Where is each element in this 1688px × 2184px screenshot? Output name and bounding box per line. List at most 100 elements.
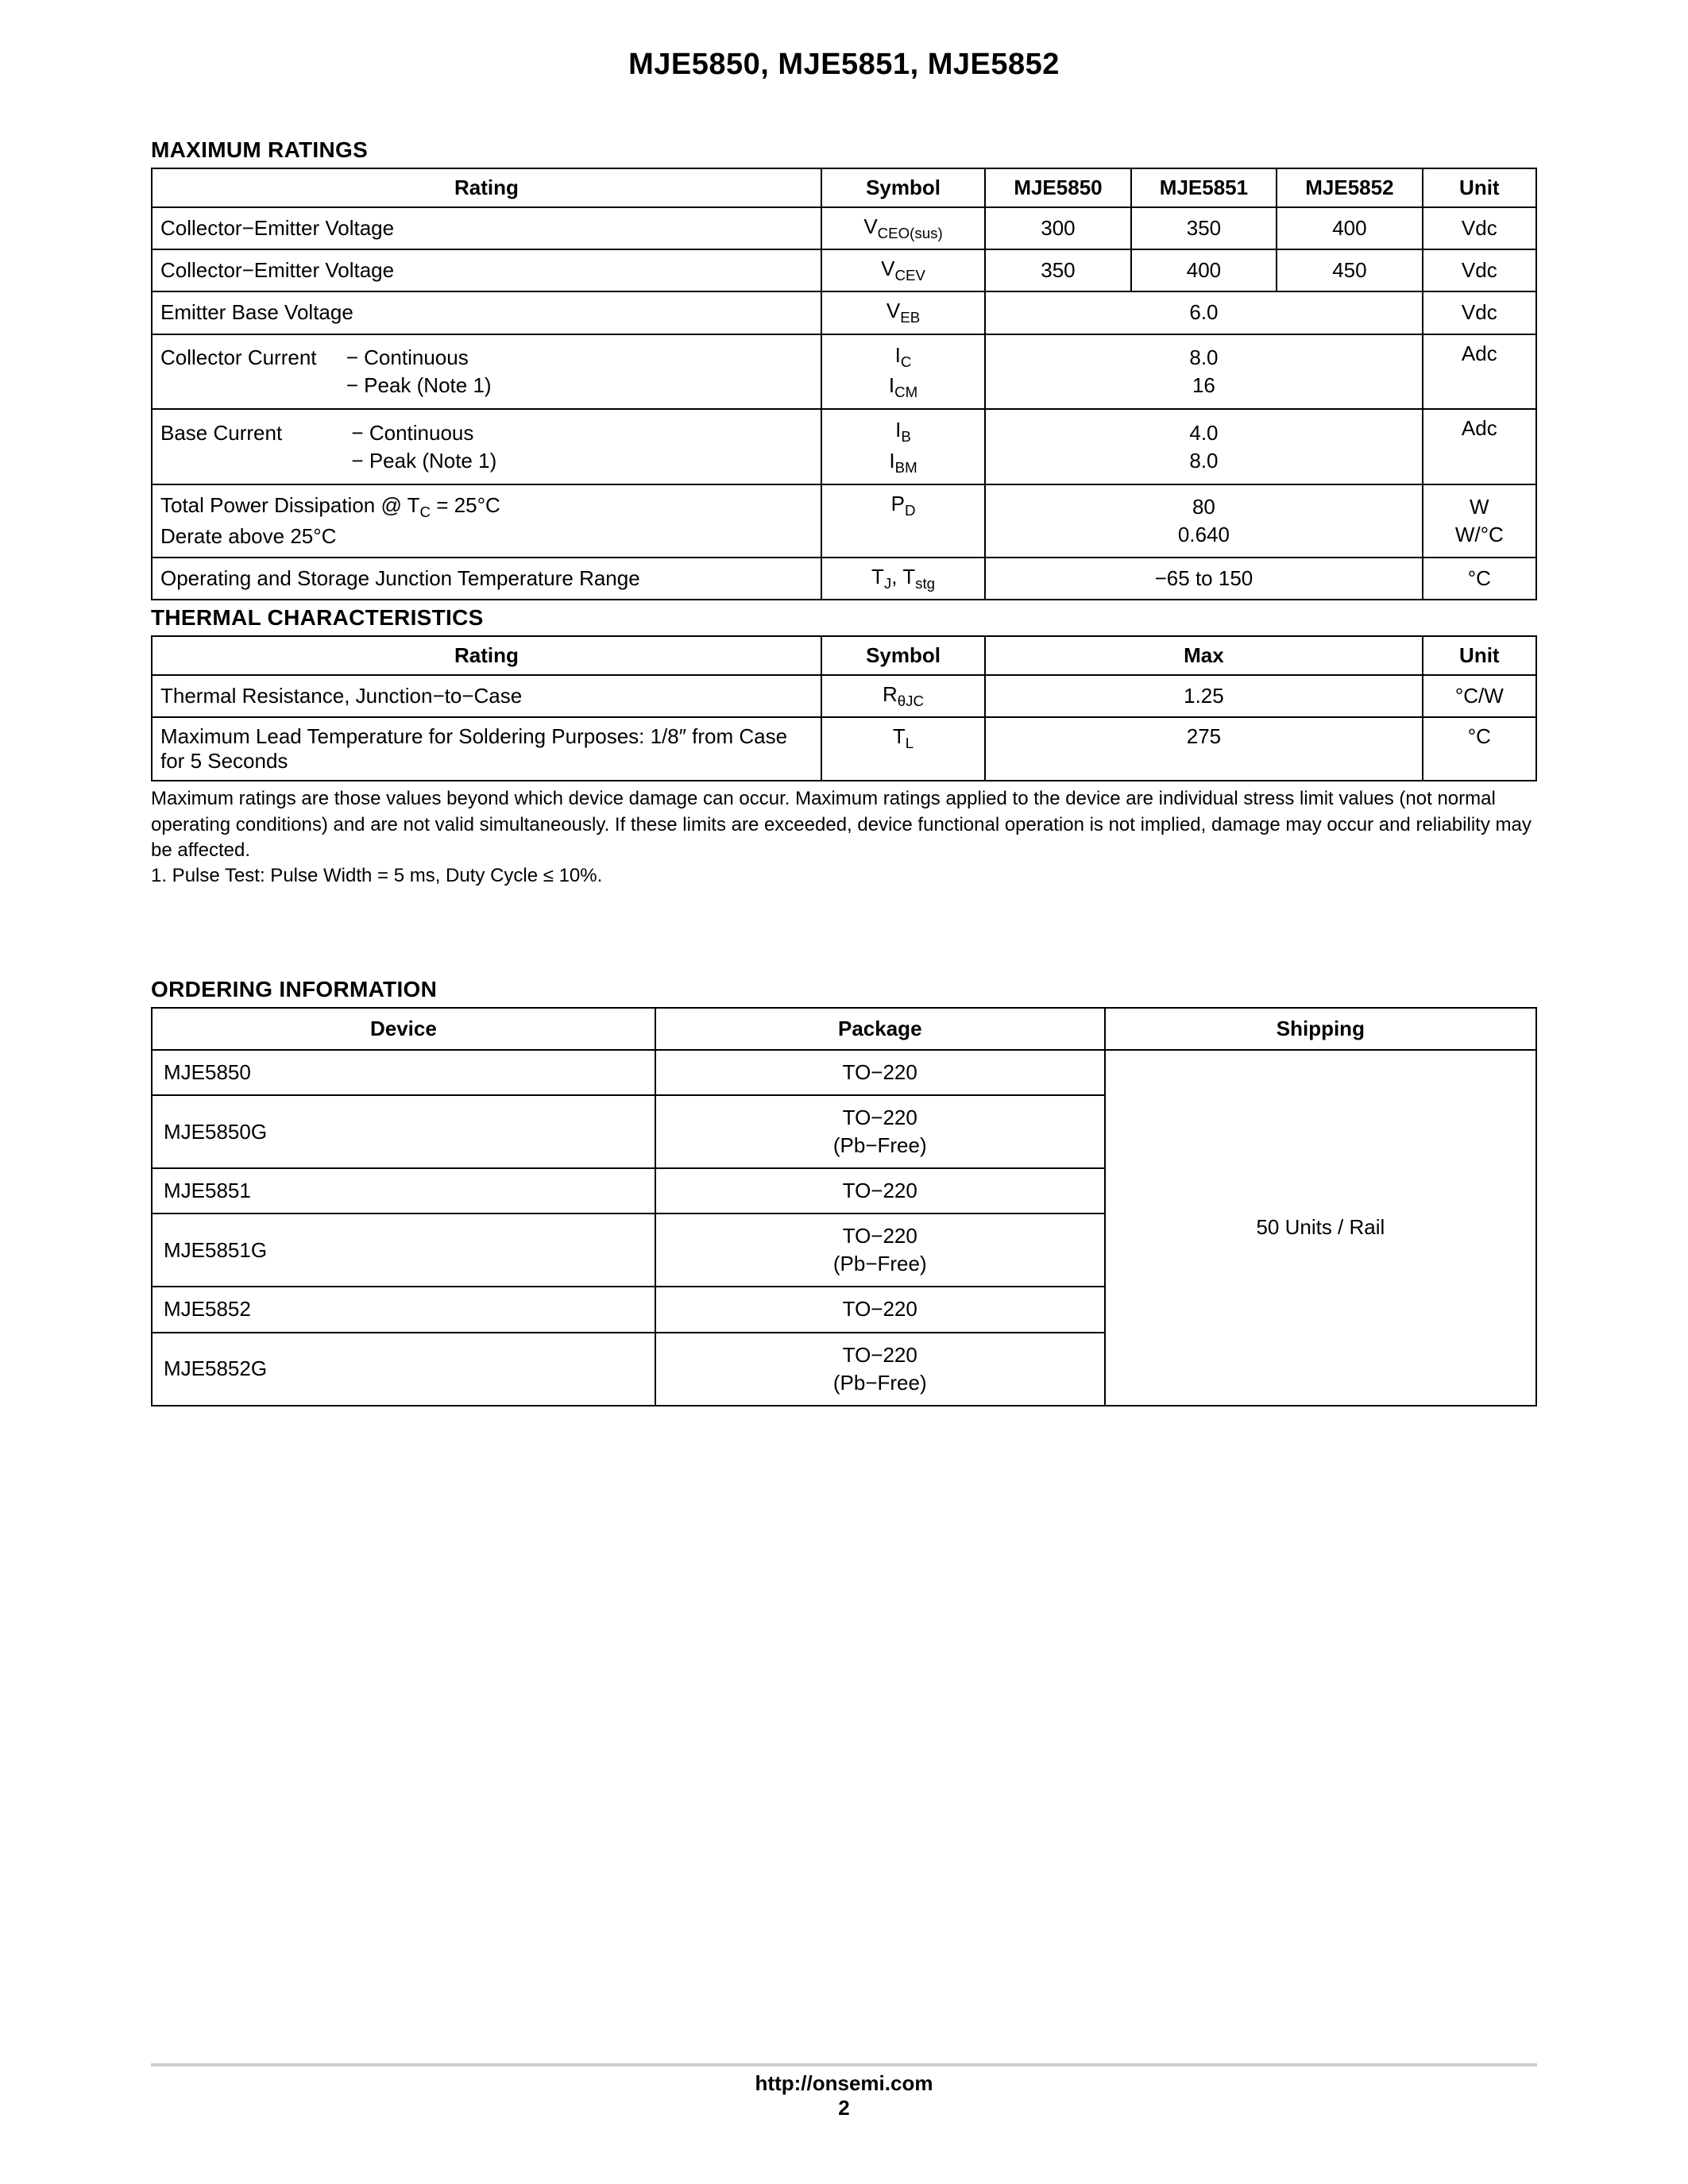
thermal-symbol: RθJC	[821, 675, 985, 717]
thermal-unit: °C	[1423, 717, 1536, 781]
package-cell: TO−220(Pb−Free)	[655, 1333, 1105, 1406]
table-row: Emitter Base Voltage VEB 6.0 Vdc	[152, 291, 1536, 334]
rating-unit: °C	[1423, 558, 1536, 600]
device-cell: MJE5851G	[152, 1214, 655, 1287]
package-cell: TO−220	[655, 1287, 1105, 1332]
footnote-1: 1. Pulse Test: Pulse Width = 5 ms, Duty …	[151, 865, 602, 886]
rating-value: 80 0.640	[985, 484, 1422, 558]
maximum-ratings-table: Rating Symbol MJE5850 MJE5851 MJE5852 Un…	[151, 168, 1537, 600]
rating-symbol: PD	[821, 484, 985, 558]
rating-val2: 0.640	[1178, 523, 1230, 546]
col-symbol: Symbol	[821, 636, 985, 675]
table-row: Maximum Lead Temperature for Soldering P…	[152, 717, 1536, 781]
footer-page-number: 2	[0, 2096, 1688, 2120]
col-unit: Unit	[1423, 636, 1536, 675]
rating-sub1: − Continuous	[351, 421, 473, 445]
package-cell: TO−220	[655, 1168, 1105, 1214]
rating-value: 6.0	[985, 291, 1422, 334]
rating-symbol: TJ, Tstg	[821, 558, 985, 600]
rating-line1: Total Power Dissipation @ TC = 25°C	[160, 493, 500, 517]
rating-unit: W W/°C	[1423, 484, 1536, 558]
rating-val1: 80	[1192, 495, 1215, 519]
rating-value: 400	[1277, 207, 1422, 249]
rating-value: 350	[1131, 207, 1277, 249]
rating-sub-labels: − Continuous − Peak (Note 1)	[346, 344, 492, 399]
table-row: Collector Current − Continuous − Peak (N…	[152, 334, 1536, 410]
rating-label: Collector−Emitter Voltage	[152, 207, 821, 249]
rating-value: 4.0 8.0	[985, 409, 1422, 484]
datasheet-page: MJE5850, MJE5851, MJE5852 MAXIMUM RATING…	[0, 0, 1688, 2184]
rating-sub2: − Peak (Note 1)	[346, 373, 492, 397]
rating-unit: Vdc	[1423, 249, 1536, 291]
col-max: Max	[985, 636, 1422, 675]
rating-symbol: ICICM	[821, 334, 985, 410]
thermal-unit: °C/W	[1423, 675, 1536, 717]
thermal-symbol: TL	[821, 717, 985, 781]
rating-val2: 8.0	[1189, 449, 1218, 473]
shipping-cell: 50 Units / Rail	[1105, 1050, 1536, 1406]
col-rating: Rating	[152, 636, 821, 675]
rating-unit: Vdc	[1423, 207, 1536, 249]
section-title-maximum-ratings: MAXIMUM RATINGS	[151, 137, 1537, 163]
page-title: MJE5850, MJE5851, MJE5852	[151, 48, 1537, 82]
rating-label: Collector Current − Continuous − Peak (N…	[152, 334, 821, 410]
col-device: Device	[152, 1008, 655, 1050]
table-header-row: Device Package Shipping	[152, 1008, 1536, 1050]
page-footer: http://onsemi.com 2	[0, 2063, 1688, 2120]
rating-line2: Derate above 25°C	[160, 524, 336, 548]
footer-url: http://onsemi.com	[0, 2071, 1688, 2096]
rating-val2: 16	[1192, 373, 1215, 397]
table-row: Operating and Storage Junction Temperatu…	[152, 558, 1536, 600]
device-cell: MJE5850	[152, 1050, 655, 1095]
rating-value: 300	[985, 207, 1130, 249]
rating-value: 8.0 16	[985, 334, 1422, 410]
footnote-paragraph: Maximum ratings are those values beyond …	[151, 788, 1532, 861]
device-cell: MJE5850G	[152, 1095, 655, 1168]
col-mje5852: MJE5852	[1277, 168, 1422, 207]
col-package: Package	[655, 1008, 1105, 1050]
rating-unit1: W	[1470, 495, 1489, 519]
footnote-block: Maximum ratings are those values beyond …	[151, 786, 1537, 889]
rating-value: 350	[985, 249, 1130, 291]
thermal-label: Thermal Resistance, Junction−to−Case	[152, 675, 821, 717]
rating-unit: Adc	[1423, 334, 1536, 410]
ordering-table: Device Package Shipping MJE5850 TO−220 5…	[151, 1007, 1537, 1406]
table-row: Collector−Emitter Voltage VCEV 350 400 4…	[152, 249, 1536, 291]
table-row: MJE5850 TO−220 50 Units / Rail	[152, 1050, 1536, 1095]
col-mje5851: MJE5851	[1131, 168, 1277, 207]
rating-label: Total Power Dissipation @ TC = 25°C Dera…	[152, 484, 821, 558]
thermal-table: Rating Symbol Max Unit Thermal Resistanc…	[151, 635, 1537, 781]
col-symbol: Symbol	[821, 168, 985, 207]
section-title-ordering: ORDERING INFORMATION	[151, 977, 1537, 1002]
package-cell: TO−220(Pb−Free)	[655, 1214, 1105, 1287]
thermal-max: 275	[985, 717, 1422, 781]
rating-sub-labels: − Continuous − Peak (Note 1)	[351, 419, 496, 475]
device-cell: MJE5851	[152, 1168, 655, 1214]
package-cell: TO−220	[655, 1050, 1105, 1095]
thermal-label: Maximum Lead Temperature for Soldering P…	[152, 717, 821, 781]
footer-rule	[151, 2063, 1537, 2066]
table-header-row: Rating Symbol Max Unit	[152, 636, 1536, 675]
col-shipping: Shipping	[1105, 1008, 1536, 1050]
table-row: Base Current − Continuous − Peak (Note 1…	[152, 409, 1536, 484]
rating-unit2: W/°C	[1455, 523, 1504, 546]
rating-unit: Adc	[1423, 409, 1536, 484]
rating-label: Operating and Storage Junction Temperatu…	[152, 558, 821, 600]
rating-main-label: Base Current	[160, 419, 282, 447]
rating-value: 450	[1277, 249, 1422, 291]
rating-main-label: Collector Current	[160, 344, 317, 372]
rating-symbol: IBIBM	[821, 409, 985, 484]
rating-value: 400	[1131, 249, 1277, 291]
rating-value: −65 to 150	[985, 558, 1422, 600]
col-unit: Unit	[1423, 168, 1536, 207]
rating-val1: 8.0	[1189, 345, 1218, 369]
rating-symbol: VCEV	[821, 249, 985, 291]
package-cell: TO−220(Pb−Free)	[655, 1095, 1105, 1168]
rating-label: Emitter Base Voltage	[152, 291, 821, 334]
col-mje5850: MJE5850	[985, 168, 1130, 207]
rating-label: Base Current − Continuous − Peak (Note 1…	[152, 409, 821, 484]
section-title-thermal: THERMAL CHARACTERISTICS	[151, 605, 1537, 631]
rating-unit: Vdc	[1423, 291, 1536, 334]
table-row: Collector−Emitter Voltage VCEO(sus) 300 …	[152, 207, 1536, 249]
device-cell: MJE5852	[152, 1287, 655, 1332]
